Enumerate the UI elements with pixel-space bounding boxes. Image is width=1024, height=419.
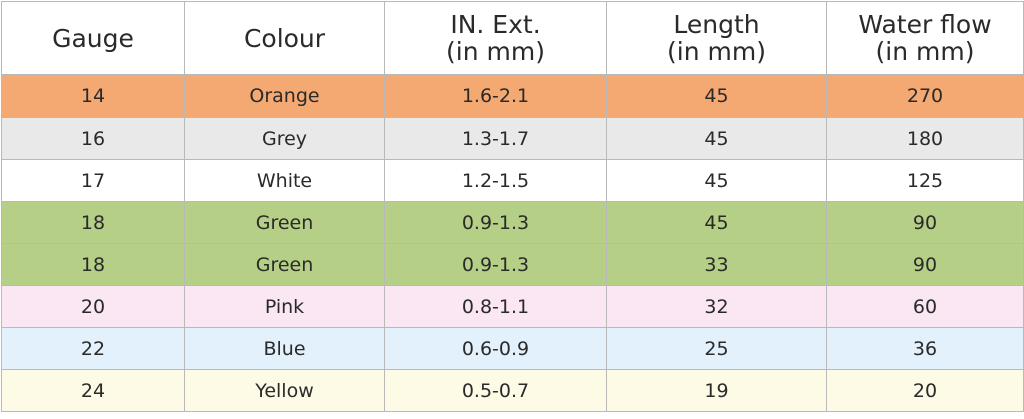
cell-length: 32 [606, 285, 827, 328]
cell-length: 19 [606, 369, 827, 412]
cell-length: 45 [606, 201, 827, 244]
cell-colour: White [184, 159, 385, 202]
cell-length: 45 [606, 117, 827, 160]
cell-in-ext: 0.5-0.7 [384, 369, 607, 412]
table-row: 18 Green 0.9-1.3 45 90 [1, 201, 1024, 244]
cell-length: 33 [606, 243, 827, 286]
cell-colour: Grey [184, 117, 385, 160]
header-in-ext: IN. Ext. (in mm) [384, 1, 607, 75]
table-row: 20 Pink 0.8-1.1 32 60 [1, 285, 1024, 328]
header-colour: Colour [184, 1, 385, 75]
cell-water-flow: 180 [826, 117, 1024, 160]
cell-colour: Orange [184, 74, 385, 118]
cell-length: 45 [606, 74, 827, 118]
cell-in-ext: 0.9-1.3 [384, 201, 607, 244]
table-row: 14 Orange 1.6-2.1 45 270 [1, 74, 1024, 118]
table-row: 17 White 1.2-1.5 45 125 [1, 159, 1024, 202]
cell-length: 25 [606, 327, 827, 370]
header-water-flow-unit: (in mm) [875, 37, 975, 66]
cannula-gauge-table: Gauge Colour IN. Ext. (in mm) Length (in… [1, 1, 1024, 412]
cell-water-flow: 90 [826, 201, 1024, 244]
cell-water-flow: 270 [826, 74, 1024, 118]
cell-colour: Blue [184, 327, 385, 370]
header-length-unit: (in mm) [667, 37, 766, 66]
header-gauge: Gauge [1, 1, 185, 75]
cell-gauge: 20 [1, 285, 185, 328]
header-in-ext-unit: (in mm) [446, 37, 545, 66]
cell-in-ext: 1.6-2.1 [384, 74, 607, 118]
cell-water-flow: 60 [826, 285, 1024, 328]
table-header-row: Gauge Colour IN. Ext. (in mm) Length (in… [1, 1, 1024, 75]
cell-in-ext: 1.2-1.5 [384, 159, 607, 202]
cell-in-ext: 0.8-1.1 [384, 285, 607, 328]
header-gauge-label: Gauge [52, 23, 134, 53]
cell-colour: Green [184, 243, 385, 286]
table-row: 16 Grey 1.3-1.7 45 180 [1, 117, 1024, 160]
cell-gauge: 22 [1, 327, 185, 370]
cell-in-ext: 1.3-1.7 [384, 117, 607, 160]
cell-colour: Pink [184, 285, 385, 328]
cell-water-flow: 36 [826, 327, 1024, 370]
cell-in-ext: 0.6-0.9 [384, 327, 607, 370]
cell-colour: Yellow [184, 369, 385, 412]
table-row: 22 Blue 0.6-0.9 25 36 [1, 327, 1024, 370]
cell-length: 45 [606, 159, 827, 202]
cell-gauge: 18 [1, 201, 185, 244]
cell-water-flow: 125 [826, 159, 1024, 202]
cell-colour: Green [184, 201, 385, 244]
table-row: 18 Green 0.9-1.3 33 90 [1, 243, 1024, 286]
header-in-ext-label: IN. Ext. [450, 10, 541, 39]
cell-gauge: 17 [1, 159, 185, 202]
table-row: 24 Yellow 0.5-0.7 19 20 [1, 369, 1024, 412]
header-length-label: Length [673, 10, 760, 39]
cell-gauge: 16 [1, 117, 185, 160]
header-water-flow: Water flow (in mm) [826, 1, 1024, 75]
cell-gauge: 18 [1, 243, 185, 286]
header-water-flow-label: Water flow [858, 10, 992, 39]
cell-in-ext: 0.9-1.3 [384, 243, 607, 286]
header-length: Length (in mm) [606, 1, 827, 75]
cell-gauge: 14 [1, 74, 185, 118]
cell-gauge: 24 [1, 369, 185, 412]
header-colour-label: Colour [243, 23, 326, 53]
cell-water-flow: 90 [826, 243, 1024, 286]
cell-water-flow: 20 [826, 369, 1024, 412]
